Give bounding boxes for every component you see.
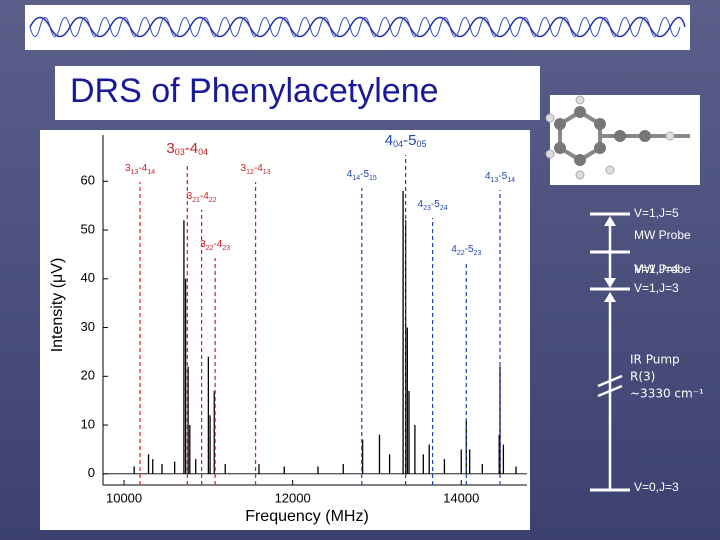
transition-label: 321-422 bbox=[187, 191, 217, 204]
label-main: 3 bbox=[187, 191, 193, 202]
transition-label: 313-414 bbox=[125, 163, 155, 176]
level-label: V=1,J=4 bbox=[634, 262, 679, 276]
label-main: -5 bbox=[403, 132, 416, 149]
label-main: 4 bbox=[347, 169, 353, 180]
label-subscript: 21 bbox=[192, 197, 200, 204]
label-subscript: 15 bbox=[369, 175, 377, 182]
transition-label: 413-514 bbox=[485, 171, 515, 184]
wave-banner bbox=[25, 5, 690, 50]
transition-label: 422-523 bbox=[451, 244, 481, 257]
arrow-head bbox=[604, 292, 616, 302]
chart-panel bbox=[40, 130, 530, 530]
label-main: 4 bbox=[418, 199, 424, 210]
transition-label: 423-524 bbox=[418, 199, 448, 212]
pump-label: IR Pump bbox=[630, 353, 680, 367]
label-subscript: 14 bbox=[147, 169, 155, 176]
label-main: 3 bbox=[200, 239, 206, 250]
label-subscript: 23 bbox=[474, 250, 482, 257]
x-axis-label: Frequency (MHz) bbox=[245, 508, 369, 525]
label-subscript: 24 bbox=[440, 205, 448, 212]
label-subscript: 13 bbox=[491, 177, 499, 184]
x-tick-label: 12000 bbox=[275, 490, 311, 505]
label-subscript: 04 bbox=[393, 139, 403, 149]
label-main: -5 bbox=[498, 171, 507, 182]
label-main: -5 bbox=[465, 244, 474, 255]
y-tick-label: 20 bbox=[81, 368, 95, 383]
label-main: 3 bbox=[166, 140, 174, 157]
transition-label: 322-423 bbox=[200, 239, 230, 252]
y-tick-label: 50 bbox=[81, 221, 95, 236]
label-main: -4 bbox=[254, 163, 263, 174]
slide-title: DRS of Phenylacetylene bbox=[70, 72, 439, 110]
pump-label: ~3330 cm⁻¹ bbox=[630, 387, 704, 401]
label-main: -4 bbox=[200, 191, 209, 202]
label-subscript: 22 bbox=[209, 197, 217, 204]
y-tick-label: 0 bbox=[88, 465, 95, 480]
x-tick-label: 10000 bbox=[106, 490, 142, 505]
title-box bbox=[55, 66, 540, 120]
label-subscript: 14 bbox=[352, 175, 360, 182]
label-subscript: 22 bbox=[206, 245, 214, 252]
label-main: 3 bbox=[125, 163, 131, 174]
label-subscript: 14 bbox=[507, 177, 515, 184]
level-label: V=0,J=3 bbox=[634, 480, 679, 494]
y-tick-label: 30 bbox=[81, 319, 95, 334]
label-subscript: 04 bbox=[198, 147, 208, 157]
label-subscript: 13 bbox=[131, 169, 139, 176]
level-label: V=1,J=3 bbox=[634, 281, 679, 295]
molecule bbox=[545, 95, 700, 185]
transition-label: 312-413 bbox=[241, 163, 271, 176]
y-tick-label: 10 bbox=[81, 416, 95, 431]
pump-label: R(3) bbox=[630, 370, 655, 384]
y-tick-label: 60 bbox=[81, 173, 95, 188]
label-subscript: 22 bbox=[457, 250, 465, 257]
label-subscript: 03 bbox=[175, 147, 185, 157]
probe-label: MW Probe bbox=[634, 262, 691, 276]
label-main: 4 bbox=[385, 132, 393, 149]
label-main: -4 bbox=[213, 239, 222, 250]
label-main: -4 bbox=[185, 140, 198, 157]
transition-label: 404-505 bbox=[385, 132, 427, 149]
transition-label: 414-515 bbox=[347, 169, 377, 182]
label-main: 4 bbox=[485, 171, 491, 182]
level-label: V=1,J=5 bbox=[634, 206, 679, 220]
transition-label: 303-404 bbox=[166, 140, 208, 157]
break-mark bbox=[597, 374, 623, 398]
label-subscript: 12 bbox=[246, 169, 254, 176]
label-main: 4 bbox=[451, 244, 457, 255]
label-subscript: 23 bbox=[423, 205, 431, 212]
label-main: -5 bbox=[431, 199, 440, 210]
label-main: -5 bbox=[360, 169, 369, 180]
label-main: 3 bbox=[241, 163, 247, 174]
y-tick-label: 40 bbox=[81, 270, 95, 285]
y-axis-label: Intensity (μV) bbox=[49, 258, 66, 353]
label-subscript: 05 bbox=[416, 139, 426, 149]
x-tick-label: 14000 bbox=[443, 490, 479, 505]
label-subscript: 13 bbox=[263, 169, 271, 176]
label-subscript: 23 bbox=[222, 245, 230, 252]
probe-label: MW Probe bbox=[634, 228, 691, 242]
label-main: -4 bbox=[138, 163, 147, 174]
